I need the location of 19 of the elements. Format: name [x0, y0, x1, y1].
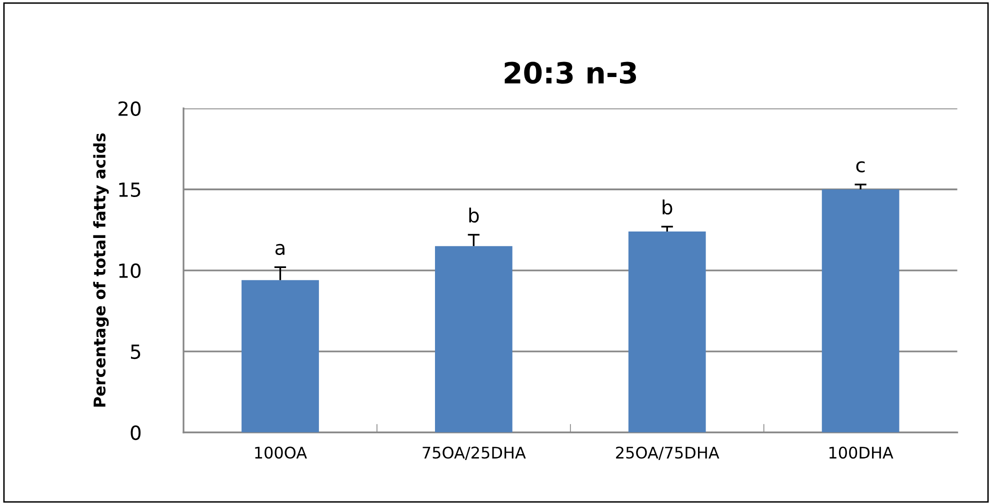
- bar: [822, 189, 900, 432]
- y-tick-label: 10: [119, 263, 141, 278]
- annotation: b: [469, 208, 479, 223]
- annotation: b: [662, 199, 672, 215]
- x-tick-label: 100OA: [255, 446, 307, 459]
- annotation: c: [856, 161, 865, 172]
- y-tick-label: 0: [130, 425, 141, 440]
- annotation: a: [275, 244, 284, 256]
- y-tick-label: 5: [130, 344, 140, 360]
- x-tick-label: 100DHA: [829, 446, 894, 459]
- bar: [242, 280, 319, 432]
- y-tick-label: 15: [119, 182, 140, 198]
- chart-title: 20:3 n-3: [504, 62, 636, 84]
- x-tick-label: 25OA/75DHA: [616, 446, 720, 460]
- bar: [434, 246, 512, 432]
- y-tick-label: 20: [118, 101, 141, 116]
- x-tick-label: 75OA/25DHA: [422, 446, 526, 460]
- y-axis-title: Percentage of total fatty acids: [93, 133, 109, 407]
- bar: [628, 232, 706, 432]
